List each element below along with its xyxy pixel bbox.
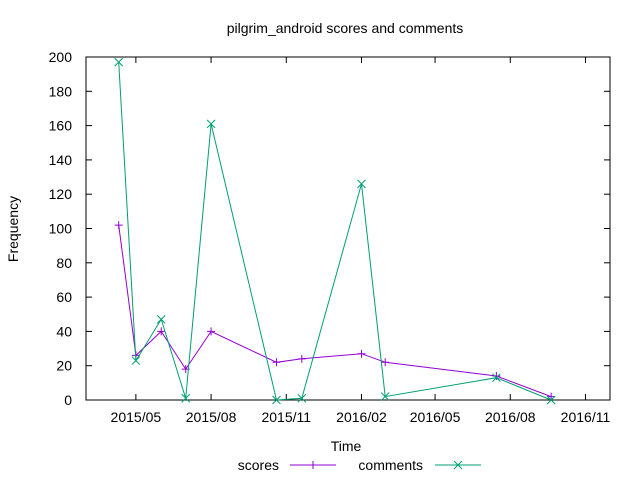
y-tick-label: 140 <box>49 152 73 168</box>
data-point-scores <box>357 349 366 358</box>
data-point-scores <box>272 358 281 367</box>
chart-title: pilgrim_android scores and comments <box>227 20 464 36</box>
series-line-scores <box>118 225 552 398</box>
series-layer <box>114 57 556 405</box>
legend-point-comments <box>453 460 463 470</box>
data-point-comments <box>272 395 281 405</box>
data-point-scores <box>547 392 556 401</box>
y-tick-label: 160 <box>49 118 73 134</box>
data-point-comments <box>181 393 191 403</box>
y-axis: 0 20 40 60 80 100 120 140 160 180 200 <box>49 49 610 408</box>
x-tick-label: 2015/05 <box>111 409 162 425</box>
data-point-scores <box>114 221 123 230</box>
data-point-scores <box>297 354 306 363</box>
legend-label-scores: scores <box>238 457 279 473</box>
data-point-comments <box>297 393 307 403</box>
data-point-comments <box>206 119 216 129</box>
y-tick-label: 40 <box>56 323 72 339</box>
x-axis: 2015/05 2015/08 2015/11 2016/02 2016/05 2016/… <box>111 57 611 425</box>
x-tick-label: 2016/11 <box>561 409 611 425</box>
x-tick-label: 2016/02 <box>336 409 387 425</box>
x-tick-label: 2015/11 <box>261 409 311 425</box>
plot-area-frame <box>85 56 611 401</box>
y-axis-label: Frequency <box>5 196 21 262</box>
legend-point-scores <box>309 461 317 469</box>
y-tick-label: 200 <box>49 49 73 65</box>
y-tick-label: 0 <box>64 392 72 408</box>
data-point-comments <box>156 315 166 324</box>
y-tick-label: 80 <box>56 255 72 271</box>
x-tick-label: 2016/05 <box>410 409 461 425</box>
data-point-comments <box>131 356 141 365</box>
legend-marker-comments <box>453 460 463 470</box>
x-tick-label: 2015/08 <box>186 409 237 425</box>
legend-label-comments: comments <box>358 457 423 473</box>
y-tick-label: 100 <box>49 221 73 237</box>
legend: scores comments <box>238 457 481 473</box>
data-point-comments <box>357 179 366 189</box>
series-line-comments <box>118 62 552 401</box>
y-tick-label: 20 <box>56 358 72 374</box>
data-point-scores <box>207 327 216 336</box>
data-point-comments <box>114 57 124 67</box>
data-point-scores <box>492 371 501 380</box>
y-tick-label: 180 <box>49 83 73 99</box>
data-point-comments <box>546 395 556 405</box>
data-point-scores <box>381 358 390 367</box>
data-point-comments <box>380 392 390 401</box>
y-tick-label: 120 <box>49 186 73 202</box>
x-tick-label: 2016/08 <box>485 409 536 425</box>
legend-marker-scores <box>309 461 317 469</box>
y-tick-label: 60 <box>56 289 72 305</box>
x-axis-label: Time <box>331 438 362 454</box>
data-point-scores <box>157 327 166 336</box>
data-point-comments <box>492 373 501 383</box>
